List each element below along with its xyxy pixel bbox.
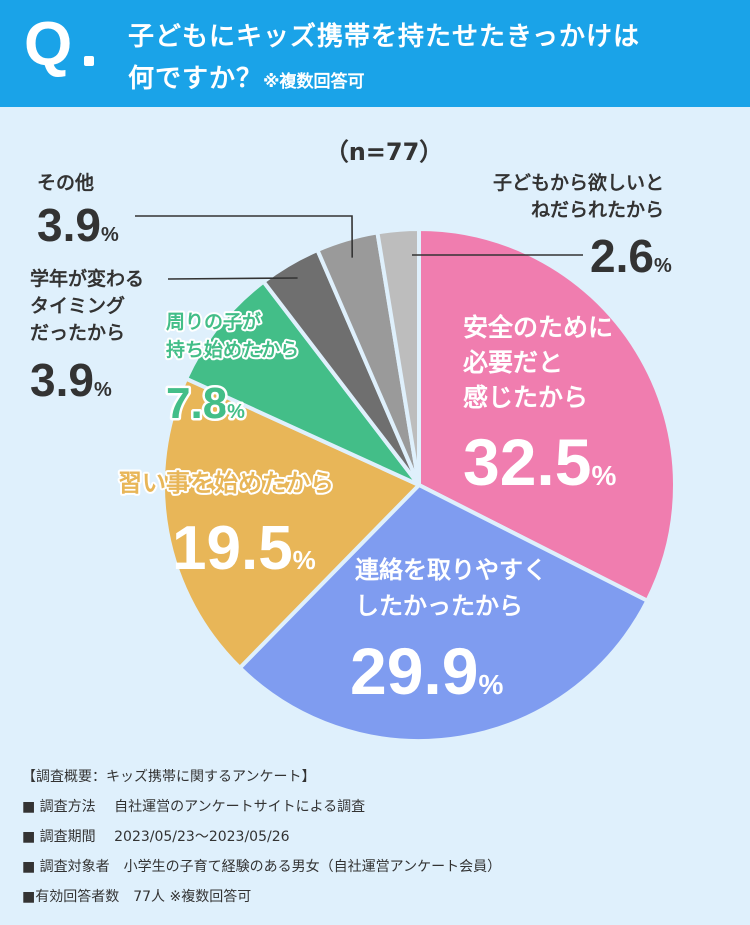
pie-slice-0 — [417, 227, 677, 603]
q-dot — [84, 56, 94, 66]
slice-value-0: 32.5% — [463, 425, 616, 499]
slice-value-number-1: 29.9 — [350, 634, 478, 708]
slice-value-unit-5: % — [101, 224, 119, 246]
slice-label-1-line-1: したかったから — [355, 592, 523, 620]
slice-value-number-3: 7.8 — [166, 379, 227, 428]
slice-value-number-2: 19.5 — [172, 514, 293, 583]
slice-label-2-line-0: 習い事を始めたから — [118, 469, 334, 497]
slice-value-unit-6: % — [654, 255, 672, 277]
pie-slice-3 — [184, 279, 421, 487]
survey-overview: 【調査概要：キッズ携帯に関するアンケート】 ■ 調査方法 自社運営のアンケートサ… — [22, 762, 732, 912]
slice-label-5-line-0: その他 — [37, 171, 94, 194]
slice-value-unit-0: % — [591, 460, 616, 491]
pie-slice-1 — [237, 483, 650, 743]
slice-label-1-line-0: 連絡を取りやすく — [355, 556, 547, 584]
survey-target: ■ 調査対象者 小学生の子育て経験のある男女（自社運営アンケート会員） — [22, 859, 502, 875]
survey-method: ■ 調査方法 自社運営のアンケートサイトによる調査 — [22, 799, 366, 815]
slice-value-number-5: 3.9 — [37, 199, 101, 251]
question-title-line2-text: 何ですか？ — [128, 64, 264, 94]
slice-value-number-0: 32.5 — [463, 425, 591, 499]
slice-label-4-line-0: 学年が変わる — [30, 267, 144, 290]
slice-label-6-line-1: ねだられたから — [531, 199, 664, 221]
slice-label-3-line-1: 持ち始めたから — [166, 338, 299, 361]
multiple-answer-note: ※複数回答可 — [263, 72, 365, 92]
slice-label-4-line-1: タイミング — [30, 294, 125, 317]
pie-slice-2 — [161, 376, 421, 670]
survey-heading: 【調査概要：キッズ携帯に関するアンケート】 — [22, 769, 316, 785]
sample-size-label: （n=77） — [325, 138, 444, 166]
slice-value-unit-2: % — [293, 545, 316, 575]
leader-line-4 — [167, 277, 298, 280]
slice-value-unit-1: % — [478, 669, 503, 700]
slice-value-unit-3: % — [227, 401, 245, 423]
question-header: Q 子どもにキッズ携帯を持たせたきっかけは 何ですか？※複数回答可 — [0, 0, 750, 107]
survey-period: ■ 調査期間 2023/05/23～2023/05/26 — [22, 829, 290, 845]
survey-respondents: ■有効回答者数 77人 ※複数回答可 — [22, 889, 252, 905]
slice-value-unit-4: % — [94, 379, 112, 401]
slice-label-0-line-0: 安全のために — [463, 313, 613, 342]
pie-slice-6 — [375, 227, 421, 487]
q-mark: Q — [24, 10, 73, 79]
slice-value-1: 29.9% — [350, 634, 503, 708]
slice-value-6: 2.6% — [590, 230, 672, 282]
slice-label-3-line-0: 周りの子が — [166, 310, 261, 333]
slice-label-0-line-2: 感じたから — [463, 383, 588, 412]
slice-value-5: 3.9% — [37, 199, 119, 251]
slice-value-number-4: 3.9 — [30, 354, 94, 406]
slice-value-4: 3.9% — [30, 354, 112, 406]
question-title-line1: 子どもにキッズ携帯を持たせたきっかけは — [128, 22, 640, 52]
slice-label-0-line-1: 必要だと — [463, 348, 563, 377]
slice-value-2: 19.5% — [172, 514, 316, 583]
slice-label-4-line-2: だったから — [30, 322, 125, 344]
slice-value-3: 7.8% — [166, 379, 245, 428]
slice-value-number-6: 2.6 — [590, 230, 654, 282]
slice-label-6-line-0: 子どもから欲しいと — [493, 171, 664, 194]
question-title-line2: 何ですか？※複数回答可 — [128, 58, 365, 95]
leader-line-5 — [135, 215, 353, 258]
